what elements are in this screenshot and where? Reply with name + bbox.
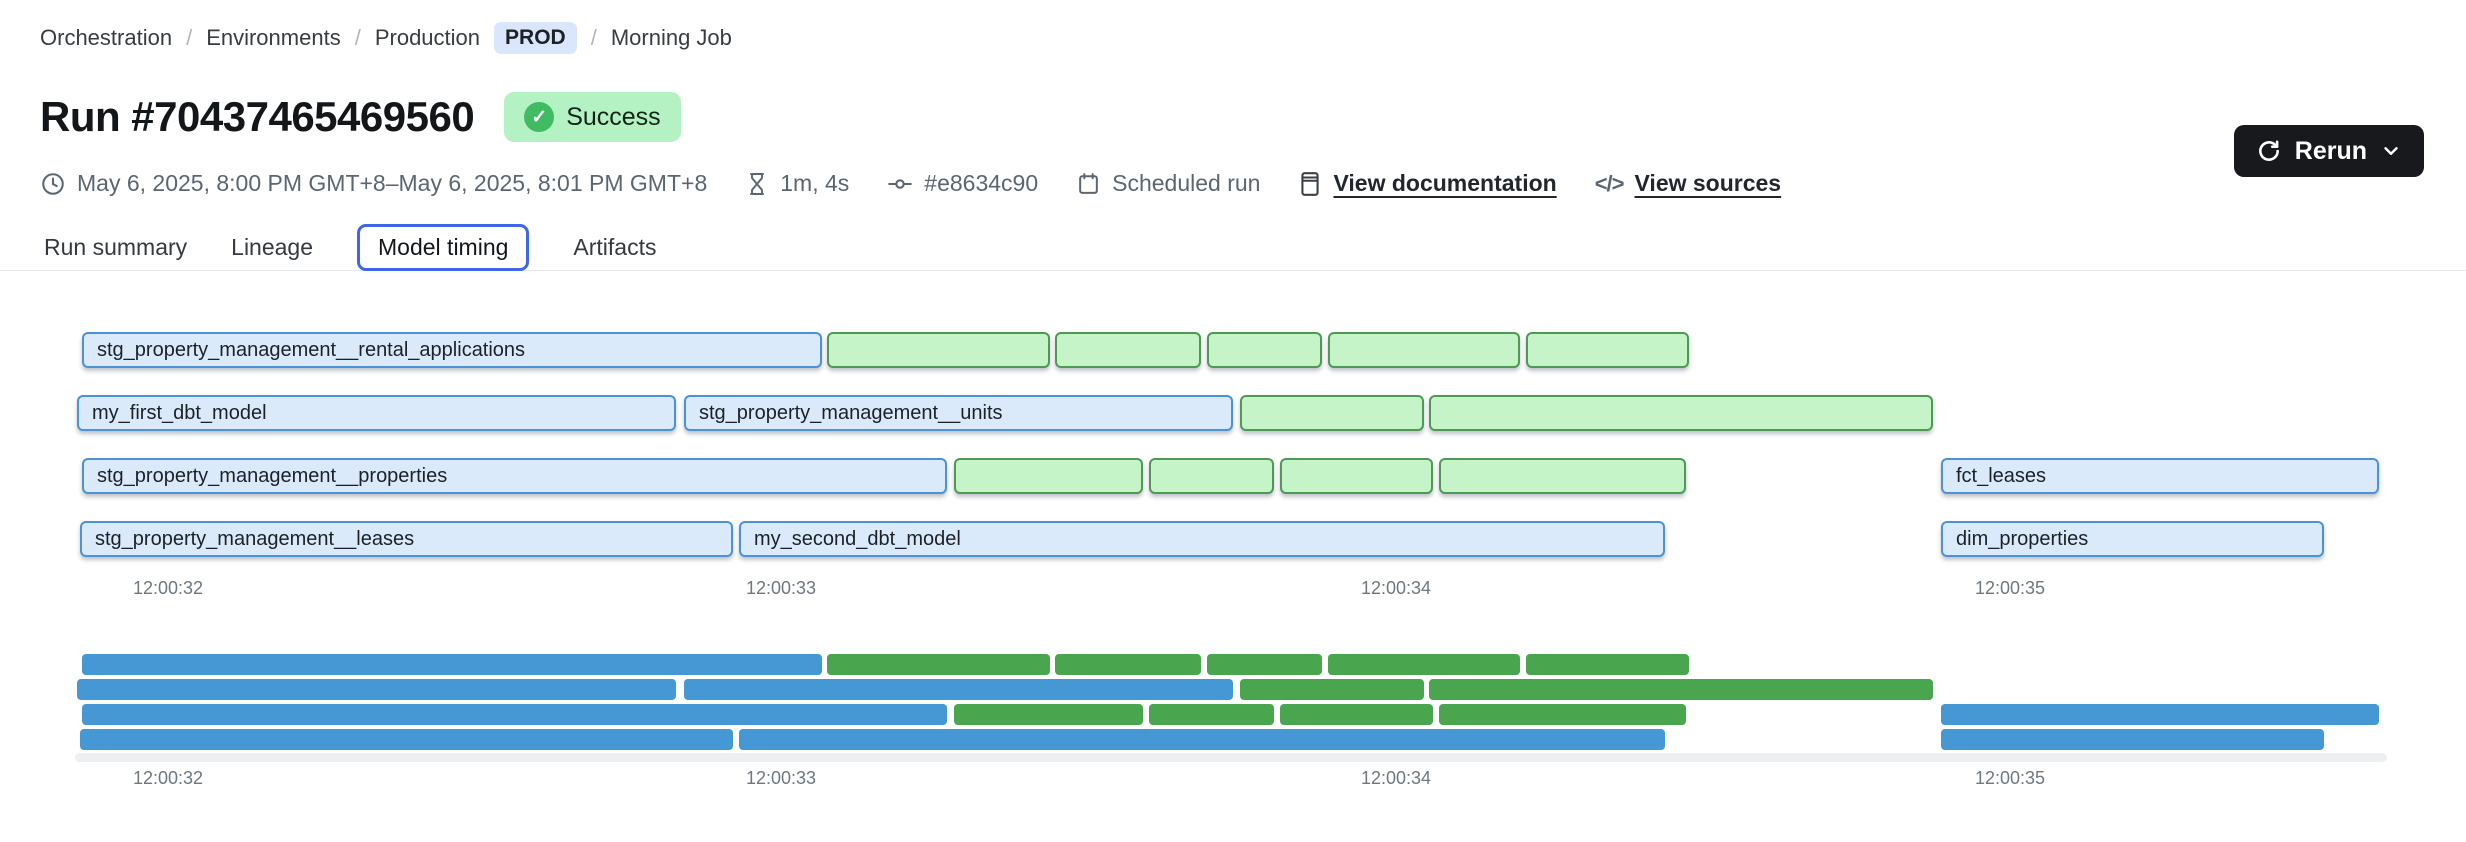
minimap-bar [1941, 704, 2379, 725]
environment-badge: PROD [494, 22, 577, 54]
model-timing-bar[interactable] [1429, 395, 1933, 431]
breadcrumb-orchestration[interactable]: Orchestration [40, 25, 173, 50]
minimap-track[interactable] [75, 753, 2387, 762]
run-duration: 1m, 4s [745, 170, 849, 197]
minimap-bar [82, 704, 947, 725]
success-check-icon: ✓ [524, 102, 555, 132]
minimap-bar [1429, 679, 1933, 700]
calendar-icon [1076, 171, 1101, 196]
rerun-button[interactable]: Rerun [2233, 125, 2424, 177]
model-timing-bar[interactable]: stg_property_management__leases [80, 521, 733, 557]
model-name-label: fct_leases [1956, 464, 2047, 487]
date-range-text: May 6, 2025, 8:00 PM GMT+8–May 6, 2025, … [77, 170, 708, 196]
tab-bar: Run summary Lineage Model timing Artifac… [0, 223, 2466, 271]
run-trigger: Scheduled run [1076, 170, 1260, 197]
view-documentation-link[interactable]: View documentation [1333, 170, 1557, 196]
minimap-bar [684, 679, 1233, 700]
breadcrumb-separator: / [354, 25, 361, 50]
model-timing-bar[interactable]: stg_property_management__properties [82, 458, 947, 494]
minimap-bar [1526, 654, 1689, 675]
breadcrumb: Orchestration / Environments / Productio… [40, 22, 732, 54]
axis-tick-label: 12:00:33 [745, 578, 817, 598]
tab-artifacts[interactable]: Artifacts [573, 233, 657, 260]
model-timing-bar[interactable] [1280, 458, 1433, 494]
minimap-bar [77, 679, 676, 700]
model-timing-bar[interactable]: dim_properties [1941, 521, 2324, 557]
model-timing-bar[interactable]: my_first_dbt_model [77, 395, 676, 431]
model-timing-bar[interactable] [1055, 332, 1201, 368]
minimap-bar [827, 654, 1050, 675]
minimap-bar [1439, 704, 1686, 725]
refresh-icon [2256, 138, 2282, 164]
model-timing-bar[interactable]: stg_property_management__units [684, 395, 1233, 431]
model-name-label: stg_property_management__properties [97, 464, 448, 487]
minimap-bar [739, 729, 1665, 750]
minimap-bar [954, 704, 1143, 725]
model-timing-bar[interactable] [954, 458, 1143, 494]
minimap-bar [80, 729, 733, 750]
breadcrumb-job[interactable]: Morning Job [610, 25, 732, 50]
tab-lineage[interactable]: Lineage [231, 233, 314, 260]
chevron-down-icon [2380, 140, 2402, 162]
breadcrumb-separator: / [590, 25, 597, 50]
model-timing-bar[interactable]: stg_property_management__rental_applicat… [82, 332, 822, 368]
model-name-label: stg_property_management__rental_applicat… [97, 338, 526, 361]
minimap-bar [1055, 654, 1201, 675]
axis-tick-label: 12:00:32 [132, 768, 204, 788]
model-timing-bar[interactable] [1328, 332, 1520, 368]
minimap-bar [82, 654, 822, 675]
minimap-bar [1280, 704, 1433, 725]
tab-model-timing[interactable]: Model timing [357, 223, 530, 271]
model-timing-bar[interactable]: fct_leases [1941, 458, 2379, 494]
axis-tick-label: 12:00:33 [745, 768, 817, 788]
model-name-label: my_first_dbt_model [92, 401, 267, 424]
model-name-label: stg_property_management__units [699, 401, 1003, 424]
model-name-label: stg_property_management__leases [95, 527, 415, 550]
status-label: Success [566, 102, 661, 131]
trigger-text: Scheduled run [1112, 170, 1261, 196]
minimap-bar [1941, 729, 2324, 750]
model-name-label: my_second_dbt_model [754, 527, 961, 550]
breadcrumb-environments[interactable]: Environments [206, 25, 341, 50]
model-timing-bar[interactable] [1439, 458, 1686, 494]
rerun-label: Rerun [2294, 136, 2367, 165]
minimap-bar [1240, 679, 1424, 700]
docs-icon [1298, 171, 1322, 197]
status-badge: ✓ Success [504, 92, 681, 142]
model-timing-bar[interactable]: my_second_dbt_model [739, 521, 1665, 557]
commit-icon [887, 171, 913, 197]
tab-run-summary[interactable]: Run summary [44, 233, 188, 260]
breadcrumb-separator: / [186, 25, 193, 50]
commit-ref: #e8634c90 [887, 170, 1038, 197]
duration-text: 1m, 4s [780, 170, 850, 196]
breadcrumb-production[interactable]: Production [374, 25, 481, 50]
view-documentation[interactable]: View documentation [1298, 170, 1557, 197]
run-meta-row: May 6, 2025, 8:00 PM GMT+8–May 6, 2025, … [40, 170, 1781, 197]
model-timing-bar[interactable] [1149, 458, 1274, 494]
hourglass-icon [745, 172, 769, 196]
view-sources[interactable]: </> View sources [1595, 170, 1781, 197]
model-timing-bar[interactable] [1526, 332, 1689, 368]
minimap-bar [1149, 704, 1274, 725]
axis-tick-label: 12:00:35 [1974, 768, 2046, 788]
model-name-label: dim_properties [1956, 527, 2089, 550]
title-row: Run #70437465469560 ✓ Success [40, 92, 681, 142]
model-timing-bar[interactable] [827, 332, 1050, 368]
run-date-range: May 6, 2025, 8:00 PM GMT+8–May 6, 2025, … [40, 170, 707, 197]
page-title: Run #70437465469560 [40, 93, 475, 140]
model-timing-bar[interactable] [1240, 395, 1424, 431]
clock-icon [40, 171, 66, 197]
commit-hash-text: #e8634c90 [924, 170, 1039, 196]
code-icon: </> [1594, 170, 1625, 196]
minimap-bar [1328, 654, 1520, 675]
axis-tick-label: 12:00:35 [1974, 578, 2046, 598]
view-sources-link[interactable]: View sources [1634, 170, 1782, 196]
axis-tick-label: 12:00:34 [1360, 578, 1432, 598]
axis-tick-label: 12:00:32 [132, 578, 204, 598]
axis-tick-label: 12:00:34 [1360, 768, 1432, 788]
model-timing-bar[interactable] [1207, 332, 1322, 368]
minimap-bar [1207, 654, 1322, 675]
